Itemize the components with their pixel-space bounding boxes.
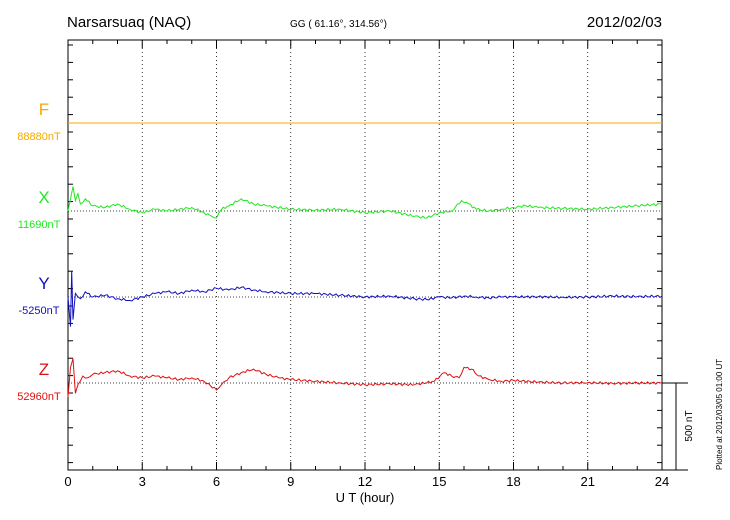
series-line-z — [67, 358, 663, 397]
x-tick-label-12: 12 — [358, 474, 372, 489]
scale-bar: 500 nT — [662, 382, 695, 471]
x-tick-label-18: 18 — [506, 474, 520, 489]
x-tick-label-21: 21 — [581, 474, 595, 489]
series-name-y: Y — [38, 274, 49, 293]
station-title: Narsarsuaq (NAQ) — [67, 14, 191, 31]
series-name-x: X — [38, 188, 49, 207]
scale-bar-label: 500 nT — [684, 410, 695, 441]
x-axis-label: U T (hour) — [336, 490, 395, 505]
series-baseline-x: 11690nT — [18, 219, 61, 231]
series-baseline-y: -5250nT — [19, 305, 60, 317]
label-layer: F 88880nT X 11690nT Y -5250nT Z 52960nT — [17, 100, 61, 403]
series-layer — [67, 122, 663, 397]
axis-layer: 0 3 6 9 12 15 18 21 24 — [64, 40, 669, 489]
grid-layer — [68, 40, 662, 470]
x-tick-label-15: 15 — [432, 474, 446, 489]
geo-coordinates: GG ( 61.16°, 314.56°) — [290, 19, 387, 30]
x-tick-label-24: 24 — [655, 474, 669, 489]
series-baseline-f: 88880nT — [17, 131, 61, 143]
date-label: 2012/02/03 — [587, 14, 662, 31]
x-tick-label-9: 9 — [287, 474, 294, 489]
series-line-x — [67, 186, 663, 219]
plotted-at-note: Plotted at 2012/03/05 01:00 UT — [715, 359, 724, 470]
series-baseline-z: 52960nT — [17, 391, 61, 403]
x-tick-label-3: 3 — [139, 474, 146, 489]
series-name-z: Z — [39, 360, 49, 379]
x-tick-label-0: 0 — [64, 474, 71, 489]
series-name-f: F — [39, 100, 49, 119]
x-tick-label-6: 6 — [213, 474, 220, 489]
series-line-y — [67, 270, 663, 327]
